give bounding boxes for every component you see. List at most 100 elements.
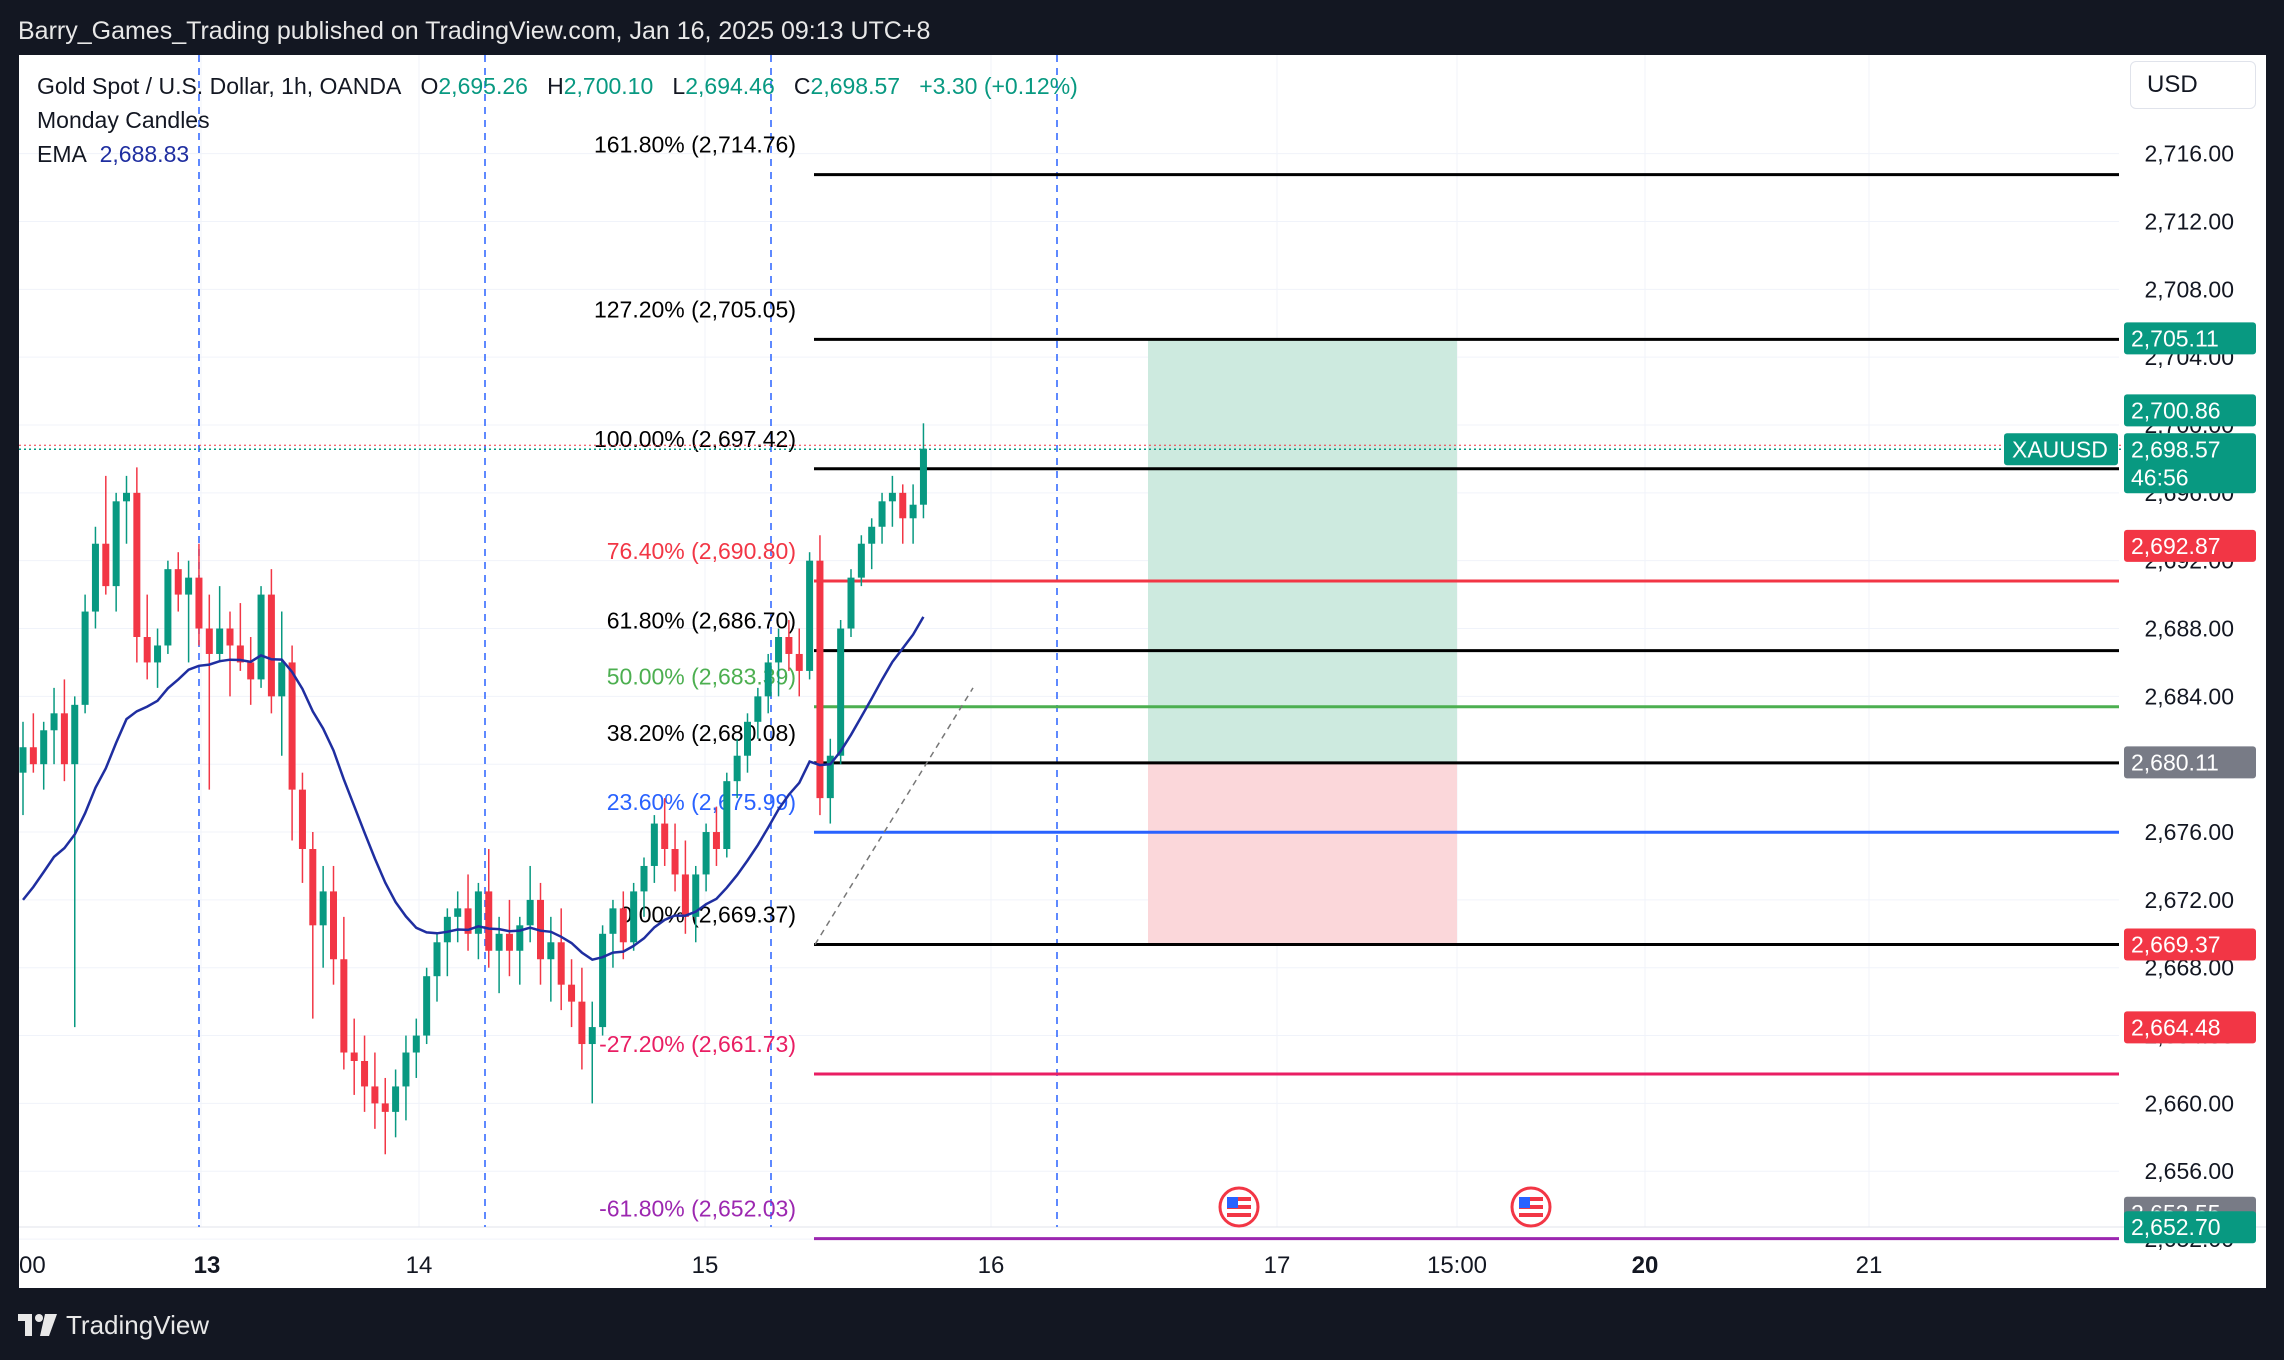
candle-body — [671, 849, 679, 875]
candle-body — [123, 492, 130, 502]
candle-body — [619, 908, 627, 943]
price-axis-tick: 2,676.00 — [2144, 819, 2234, 845]
candle-body — [309, 849, 317, 926]
low-value: 2,694.46 — [685, 73, 775, 99]
candle-body — [361, 1061, 369, 1087]
candle-body — [433, 942, 441, 977]
fib-level-label: 76.40% (2,690.80) — [607, 538, 796, 564]
chart-area[interactable]: 161.80% (2,714.76) 127.20% (2,705.05) 100.… — [19, 55, 2266, 1288]
candle-body — [91, 543, 99, 612]
candle-body — [423, 976, 431, 1036]
time-axis-tick: 13 — [194, 1252, 221, 1279]
price-axis-label-text: 2,680.11 — [2131, 749, 2219, 775]
candle-body — [878, 501, 886, 527]
currency-selector[interactable]: USD — [2130, 61, 2256, 109]
fib-level-label: 61.80% (2,686.70) — [607, 608, 796, 634]
candle-body — [185, 577, 193, 595]
price-axis-label-text: 2,664.48 — [2131, 1014, 2221, 1040]
fib-level-label: 50.00% (2,683.39) — [607, 664, 796, 690]
time-axis-tick: 21 — [1856, 1252, 1883, 1279]
loss-zone — [1148, 762, 1457, 945]
candle-body — [143, 637, 151, 663]
fib-level-label: -61.80% (2,652.03) — [599, 1196, 796, 1222]
candle-body — [164, 569, 172, 646]
candle-body — [236, 645, 244, 663]
indicator-ema[interactable]: EMA 2,688.83 — [37, 137, 1078, 171]
candle-body — [899, 492, 907, 519]
price-axis-tick: 2,688.00 — [2144, 616, 2234, 642]
candle-body — [754, 696, 762, 722]
candle-body — [816, 560, 824, 799]
price-axis-label — [2124, 529, 2256, 562]
candle-body — [630, 891, 638, 943]
price-axis-label — [2124, 928, 2256, 961]
candle-body — [133, 492, 141, 637]
high-value: 2,700.10 — [563, 73, 654, 99]
indicator-2-name: EMA — [37, 141, 87, 167]
change-value: +3.30 (+0.12%) — [919, 73, 1078, 99]
tradingview-logo-icon — [18, 1314, 57, 1336]
candle-body — [216, 628, 224, 654]
fib-level-label: 0.00% (2,669.37) — [620, 901, 796, 927]
candle-body — [319, 891, 327, 926]
footer-brand[interactable]: TradingView — [18, 1305, 209, 1345]
candle-body — [464, 908, 472, 934]
candle-body — [640, 865, 648, 892]
price-axis-label-text: 2,652.70 — [2131, 1214, 2221, 1240]
price-axis-label-text: 2,692.87 — [2131, 533, 2221, 559]
time-axis-tick: 20 — [1632, 1252, 1659, 1279]
candle-body — [495, 933, 503, 951]
us-flag-event-icon — [1218, 1186, 1260, 1228]
candle-body — [443, 916, 451, 943]
chart-canvas[interactable]: 161.80% (2,714.76) 127.20% (2,705.05) 100.… — [19, 55, 2266, 1288]
price-axis-label — [2124, 1211, 2256, 1244]
indicator-2-value: 2,688.83 — [99, 141, 190, 167]
candle-body — [174, 569, 182, 595]
candle-body — [806, 560, 814, 671]
time-axis-tick: 14 — [406, 1252, 433, 1279]
price-axis-label-text: 2,700.86 — [2131, 397, 2221, 423]
candle-body — [412, 1035, 420, 1053]
open-value: 2,695.26 — [438, 73, 528, 99]
price-axis-label — [2124, 746, 2256, 779]
candle-body — [474, 891, 482, 934]
fib-level-label: 100.00% (2,697.42) — [594, 426, 796, 452]
legend-ohlc-row: Gold Spot / U.S. Dollar, 1h, OANDA O2,69… — [37, 69, 1078, 103]
candle-body — [40, 730, 48, 765]
price-axis-tick: 2,660.00 — [2144, 1090, 2234, 1116]
symbol-title[interactable]: Gold Spot / U.S. Dollar, 1h, OANDA — [37, 73, 402, 99]
candle-body — [50, 713, 58, 731]
candle-body — [692, 874, 700, 917]
candle-body — [526, 899, 534, 926]
open-label: O — [420, 73, 439, 99]
time-axis-tick: 17 — [1264, 1252, 1291, 1279]
candle-body — [257, 594, 265, 680]
candle-body — [919, 448, 927, 505]
candle-body — [330, 891, 337, 960]
indicator-monday-candles[interactable]: Monday Candles — [37, 103, 1078, 137]
profit-zone — [1148, 338, 1457, 763]
candle-body — [298, 789, 306, 849]
candle-body — [392, 1086, 400, 1112]
time-axis-tick: 15:00 — [1427, 1252, 1487, 1279]
us-flag-event-icon — [1510, 1186, 1552, 1228]
candle-body — [226, 628, 234, 646]
candle-body — [350, 1052, 358, 1061]
price-axis-label — [2124, 394, 2256, 427]
price-axis-tick: 2,716.00 — [2144, 141, 2234, 167]
time-axis-tick: 15 — [692, 1252, 719, 1279]
candle-body — [60, 713, 68, 765]
low-label: L — [672, 73, 686, 99]
candle-body — [588, 1027, 596, 1045]
price-axis-label — [2124, 322, 2256, 355]
symbol-axis-label-text: XAUUSD — [2012, 436, 2108, 462]
candle-body — [702, 832, 710, 875]
price-countdown-text: 46:56 — [2131, 464, 2189, 490]
candle-body — [102, 543, 110, 587]
price-axis-label — [2124, 433, 2256, 494]
candle-body — [112, 501, 120, 587]
price-axis-label-text: 2,669.37 — [2131, 931, 2221, 957]
candle-body — [454, 908, 462, 917]
price-axis-tick: 2,684.00 — [2144, 683, 2234, 709]
candle-body — [847, 577, 855, 629]
